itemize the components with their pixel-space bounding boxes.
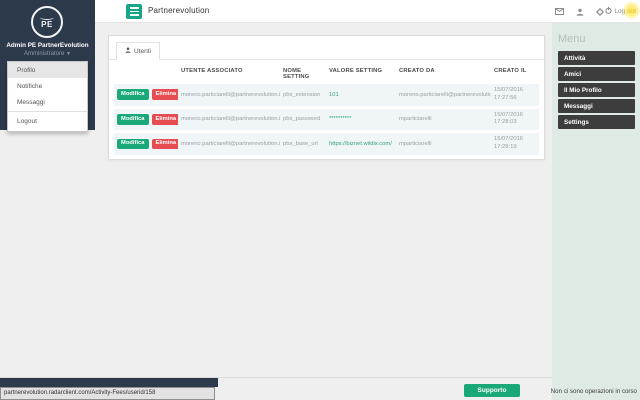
cell-nome: pbx_base_url bbox=[283, 141, 318, 148]
navbar-icons bbox=[555, 0, 604, 23]
logo-text: PE bbox=[41, 20, 53, 29]
cell-valore: ********** bbox=[329, 116, 352, 123]
menu-item-messaggi[interactable]: Messaggi bbox=[558, 99, 635, 113]
row-actions: Modifica Elimina bbox=[114, 84, 178, 106]
edit-button[interactable]: Modifica bbox=[117, 114, 149, 125]
table-header-row: UTENTE ASSOCIATO NOME SETTING VALORE SET… bbox=[114, 65, 539, 81]
table-row: Modifica Elimina moreno.particiarelli@par… bbox=[114, 84, 539, 106]
mail-icon[interactable] bbox=[555, 8, 564, 15]
cell-nome: pbx_extension bbox=[283, 91, 321, 98]
cell-valore: https://biznet.wildix.com/ bbox=[329, 141, 392, 148]
edit-button[interactable]: Modifica bbox=[117, 89, 149, 101]
menu-item-amici[interactable]: Amici bbox=[558, 67, 635, 81]
gear-icon[interactable] bbox=[596, 7, 604, 16]
user-name: Admin PE PartnerEvolution bbox=[6, 42, 89, 49]
dropdown-item-logout[interactable]: Logout bbox=[17, 117, 37, 125]
col-creato-da: CREATO DA bbox=[399, 68, 435, 74]
logo: PE bbox=[31, 6, 63, 38]
logout-label: Log out bbox=[614, 8, 636, 15]
menu-item-attivita[interactable]: Attività bbox=[558, 51, 635, 65]
row-actions: Modifica Elimina bbox=[114, 109, 178, 131]
logout-button[interactable]: Log out bbox=[605, 2, 640, 19]
menu-title: Menu bbox=[558, 33, 586, 45]
users-panel: Utenti UTENTE ASSOCIATO NOME SETTING VAL… bbox=[108, 35, 545, 160]
col-actions bbox=[114, 65, 178, 81]
col-creato-il: CREATO IL bbox=[494, 68, 527, 74]
footer-divider bbox=[0, 377, 640, 378]
left-sidebar: PE Admin PE PartnerEvolution Amministrat… bbox=[0, 0, 95, 132]
profile-dropdown: Profilo Notifiche Messaggi Logout bbox=[7, 61, 88, 132]
top-navbar: Partnerevolution Log out bbox=[95, 0, 640, 23]
tab-label: Utenti bbox=[134, 47, 151, 55]
edit-button[interactable]: Modifica bbox=[117, 138, 149, 150]
user-icon[interactable] bbox=[576, 8, 584, 16]
cell-utente: moreno.particiarelli@partnerevolution.it bbox=[181, 91, 280, 98]
cell-creato-il: 15/07/2016 17:27:56 bbox=[494, 87, 524, 101]
col-utente: UTENTE ASSOCIATO bbox=[181, 68, 243, 74]
right-sidebar: Menu Attività Amici Il Mio Profilo Messa… bbox=[552, 23, 640, 400]
cell-utente: moreno.particiarelli@partnerevolution.it bbox=[181, 141, 280, 148]
chevron-down-icon: ▼ bbox=[66, 51, 71, 57]
tab-border bbox=[109, 59, 544, 60]
dropdown-item-notifiche[interactable]: Notifiche bbox=[17, 82, 43, 90]
cell-creato-da: moreno.particiarelli@partnerevolution.it bbox=[399, 91, 491, 98]
delete-button[interactable]: Elimina bbox=[151, 114, 178, 125]
cell-nome: pbx_password bbox=[283, 116, 321, 123]
footer-dark-bar bbox=[0, 378, 218, 387]
status-message: Non ci sono operazioni in corso bbox=[550, 388, 637, 395]
settings-table: UTENTE ASSOCIATO NOME SETTING VALORE SET… bbox=[114, 62, 539, 158]
menu-item-settings[interactable]: Settings bbox=[558, 115, 635, 129]
tab-utenti[interactable]: Utenti bbox=[116, 42, 160, 60]
user-role-toggle[interactable]: Amministratore ▼ bbox=[24, 51, 71, 57]
cell-valore: 101 bbox=[329, 91, 339, 98]
divider bbox=[8, 111, 87, 112]
delete-button[interactable]: Elimina bbox=[151, 89, 178, 101]
col-nome: NOME SETTING bbox=[283, 68, 310, 80]
dropdown-item-messaggi[interactable]: Messaggi bbox=[17, 98, 45, 106]
person-icon bbox=[125, 47, 131, 55]
cell-creato-il: 15/07/2016 17:28:03 bbox=[494, 111, 524, 126]
link-preview-tooltip: partnerevolution.radarclient.com/Activit… bbox=[0, 387, 215, 400]
table-row: Modifica Elimina moreno.particiarelli@par… bbox=[114, 133, 539, 155]
support-button[interactable]: Supporto bbox=[464, 384, 520, 397]
row-actions: Modifica Elimina bbox=[114, 133, 178, 155]
cell-utente: moreno.particiarelli@partnerevolution.it bbox=[181, 116, 280, 123]
power-icon bbox=[605, 7, 612, 16]
dropdown-item-profilo[interactable]: Profilo bbox=[8, 62, 87, 78]
menu-icon[interactable] bbox=[126, 4, 142, 19]
brand-title[interactable]: Partnerevolution bbox=[148, 6, 210, 15]
cell-creato-il: 15/07/2016 17:28:19 bbox=[494, 136, 524, 151]
cell-creato-da: mparticiarelli bbox=[399, 141, 432, 148]
col-valore: VALORE SETTING bbox=[329, 68, 383, 74]
delete-button[interactable]: Elimina bbox=[151, 138, 178, 150]
table-row: Modifica Elimina moreno.particiarelli@par… bbox=[114, 108, 539, 131]
menu-item-il-mio-profilo[interactable]: Il Mio Profilo bbox=[558, 83, 635, 97]
cell-creato-da: mparticiarelli bbox=[399, 116, 432, 123]
